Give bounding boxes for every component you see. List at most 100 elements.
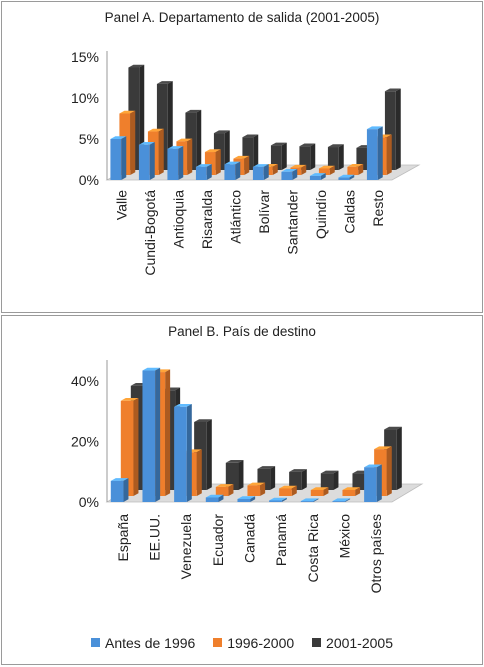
bar-side	[235, 161, 241, 180]
legend-item-2001-2005: 2001-2005	[312, 635, 393, 651]
bar-0-0	[110, 478, 129, 502]
bar-side	[165, 369, 171, 496]
bar-front	[352, 473, 366, 490]
bar-0-1	[142, 367, 161, 502]
x-tick-label: Venezuela	[178, 514, 194, 580]
bar-side	[121, 136, 127, 180]
bar-side	[215, 149, 221, 175]
bar-side	[396, 426, 402, 490]
bar-side	[263, 164, 269, 180]
bar-2-6	[320, 470, 339, 490]
x-tick-label: Panamá	[273, 514, 289, 566]
bar-side	[301, 164, 307, 175]
legend-label: Antes de 1996	[105, 634, 196, 651]
bar-front	[237, 498, 251, 502]
bar-side	[206, 419, 212, 490]
x-tick-label: Bolívar	[256, 190, 272, 234]
bar-front	[281, 171, 293, 180]
bar-1-3	[215, 484, 234, 496]
bar-top	[309, 173, 326, 176]
bar-front	[110, 480, 124, 502]
bar-side	[292, 169, 298, 180]
bar-top	[384, 88, 401, 92]
y-tick-label: 20%	[71, 434, 99, 450]
bar-front	[279, 488, 292, 496]
bar-0-5	[269, 497, 287, 502]
panel-a-chart: 0% 5% 10% 15% Valle Cundi-Bogotá Antioquia Risa…	[71, 49, 421, 276]
bar-top	[225, 460, 244, 463]
bar-top	[110, 136, 127, 139]
bar-front	[167, 148, 179, 180]
bar-top	[233, 155, 250, 159]
bar-front	[300, 501, 314, 502]
bar-front	[174, 406, 187, 502]
bar-top	[174, 404, 192, 407]
legend-item-1996-2000: 1996-2000	[213, 635, 294, 651]
x-tick-label: Valle	[113, 190, 129, 220]
bar-side	[178, 146, 184, 180]
bar-front	[289, 471, 302, 490]
y-tick-label: 10%	[71, 90, 99, 106]
legend-label: 2001-2005	[326, 634, 393, 651]
bar-front	[364, 467, 377, 502]
bar-top	[176, 138, 193, 142]
bar-top	[290, 164, 307, 168]
panel-b: Panel B. País de destino 0% 20% 40% España E…	[1, 315, 483, 665]
x-tick-label: Atlántico	[227, 190, 243, 244]
bar-1-6	[310, 487, 329, 496]
bar-front	[195, 166, 207, 180]
bar-side	[281, 142, 287, 170]
bar-side	[123, 478, 129, 502]
bar-top	[247, 482, 266, 486]
bar-1-7	[318, 165, 335, 175]
bar-2-5	[289, 469, 307, 490]
bar-0-6	[281, 169, 298, 180]
bar-front	[215, 486, 229, 496]
x-tick-label: Quindío	[313, 190, 329, 239]
bar-top	[185, 109, 202, 113]
bar-front	[310, 489, 324, 496]
bar-front	[224, 164, 236, 180]
bar-side	[228, 484, 234, 496]
y-tick-label: 40%	[71, 373, 99, 389]
bar-2-7	[327, 144, 344, 170]
bar-side	[320, 173, 326, 180]
bar-side	[291, 485, 297, 496]
panel-b-chart: 0% 20% 40% España EE.UU. Venezuela Ecuador Cana…	[71, 360, 424, 593]
bar-side	[386, 134, 392, 175]
x-tick-label: Antioquia	[170, 190, 186, 249]
bar-0-0	[110, 136, 127, 180]
bar-side	[196, 449, 202, 496]
bar-0-7	[332, 498, 351, 502]
legend-swatch	[312, 638, 322, 647]
bar-2-9	[384, 88, 401, 170]
bar-front	[138, 144, 150, 180]
bar-1-5	[279, 485, 297, 496]
bar-0-1	[138, 141, 155, 180]
x-tick-label: Caldas	[341, 190, 357, 234]
bar-side	[158, 128, 164, 175]
bar-side	[301, 469, 307, 490]
bar-side	[313, 498, 319, 502]
bar-side	[395, 88, 401, 170]
y-tick-label: 0%	[79, 494, 99, 510]
bar-top	[384, 426, 402, 430]
bar-top	[279, 485, 297, 489]
bar-side	[349, 174, 355, 180]
bar-top	[224, 161, 241, 165]
bar-1-7	[342, 487, 361, 496]
bar-front	[110, 139, 122, 180]
bar-front	[156, 83, 168, 170]
panel-a: Panel A. Departamento de salida (2001-20…	[1, 1, 483, 313]
bar-top	[120, 398, 139, 401]
bar-top	[110, 478, 129, 481]
legend-swatch	[91, 638, 100, 647]
bar-side	[376, 464, 382, 502]
bar-top	[320, 470, 339, 474]
bar-side	[377, 126, 383, 180]
bar-side	[358, 164, 364, 175]
bar-top	[269, 497, 287, 501]
bar-top	[237, 496, 256, 499]
x-tick-label: Canadá	[242, 514, 258, 563]
bar-side	[155, 367, 161, 502]
